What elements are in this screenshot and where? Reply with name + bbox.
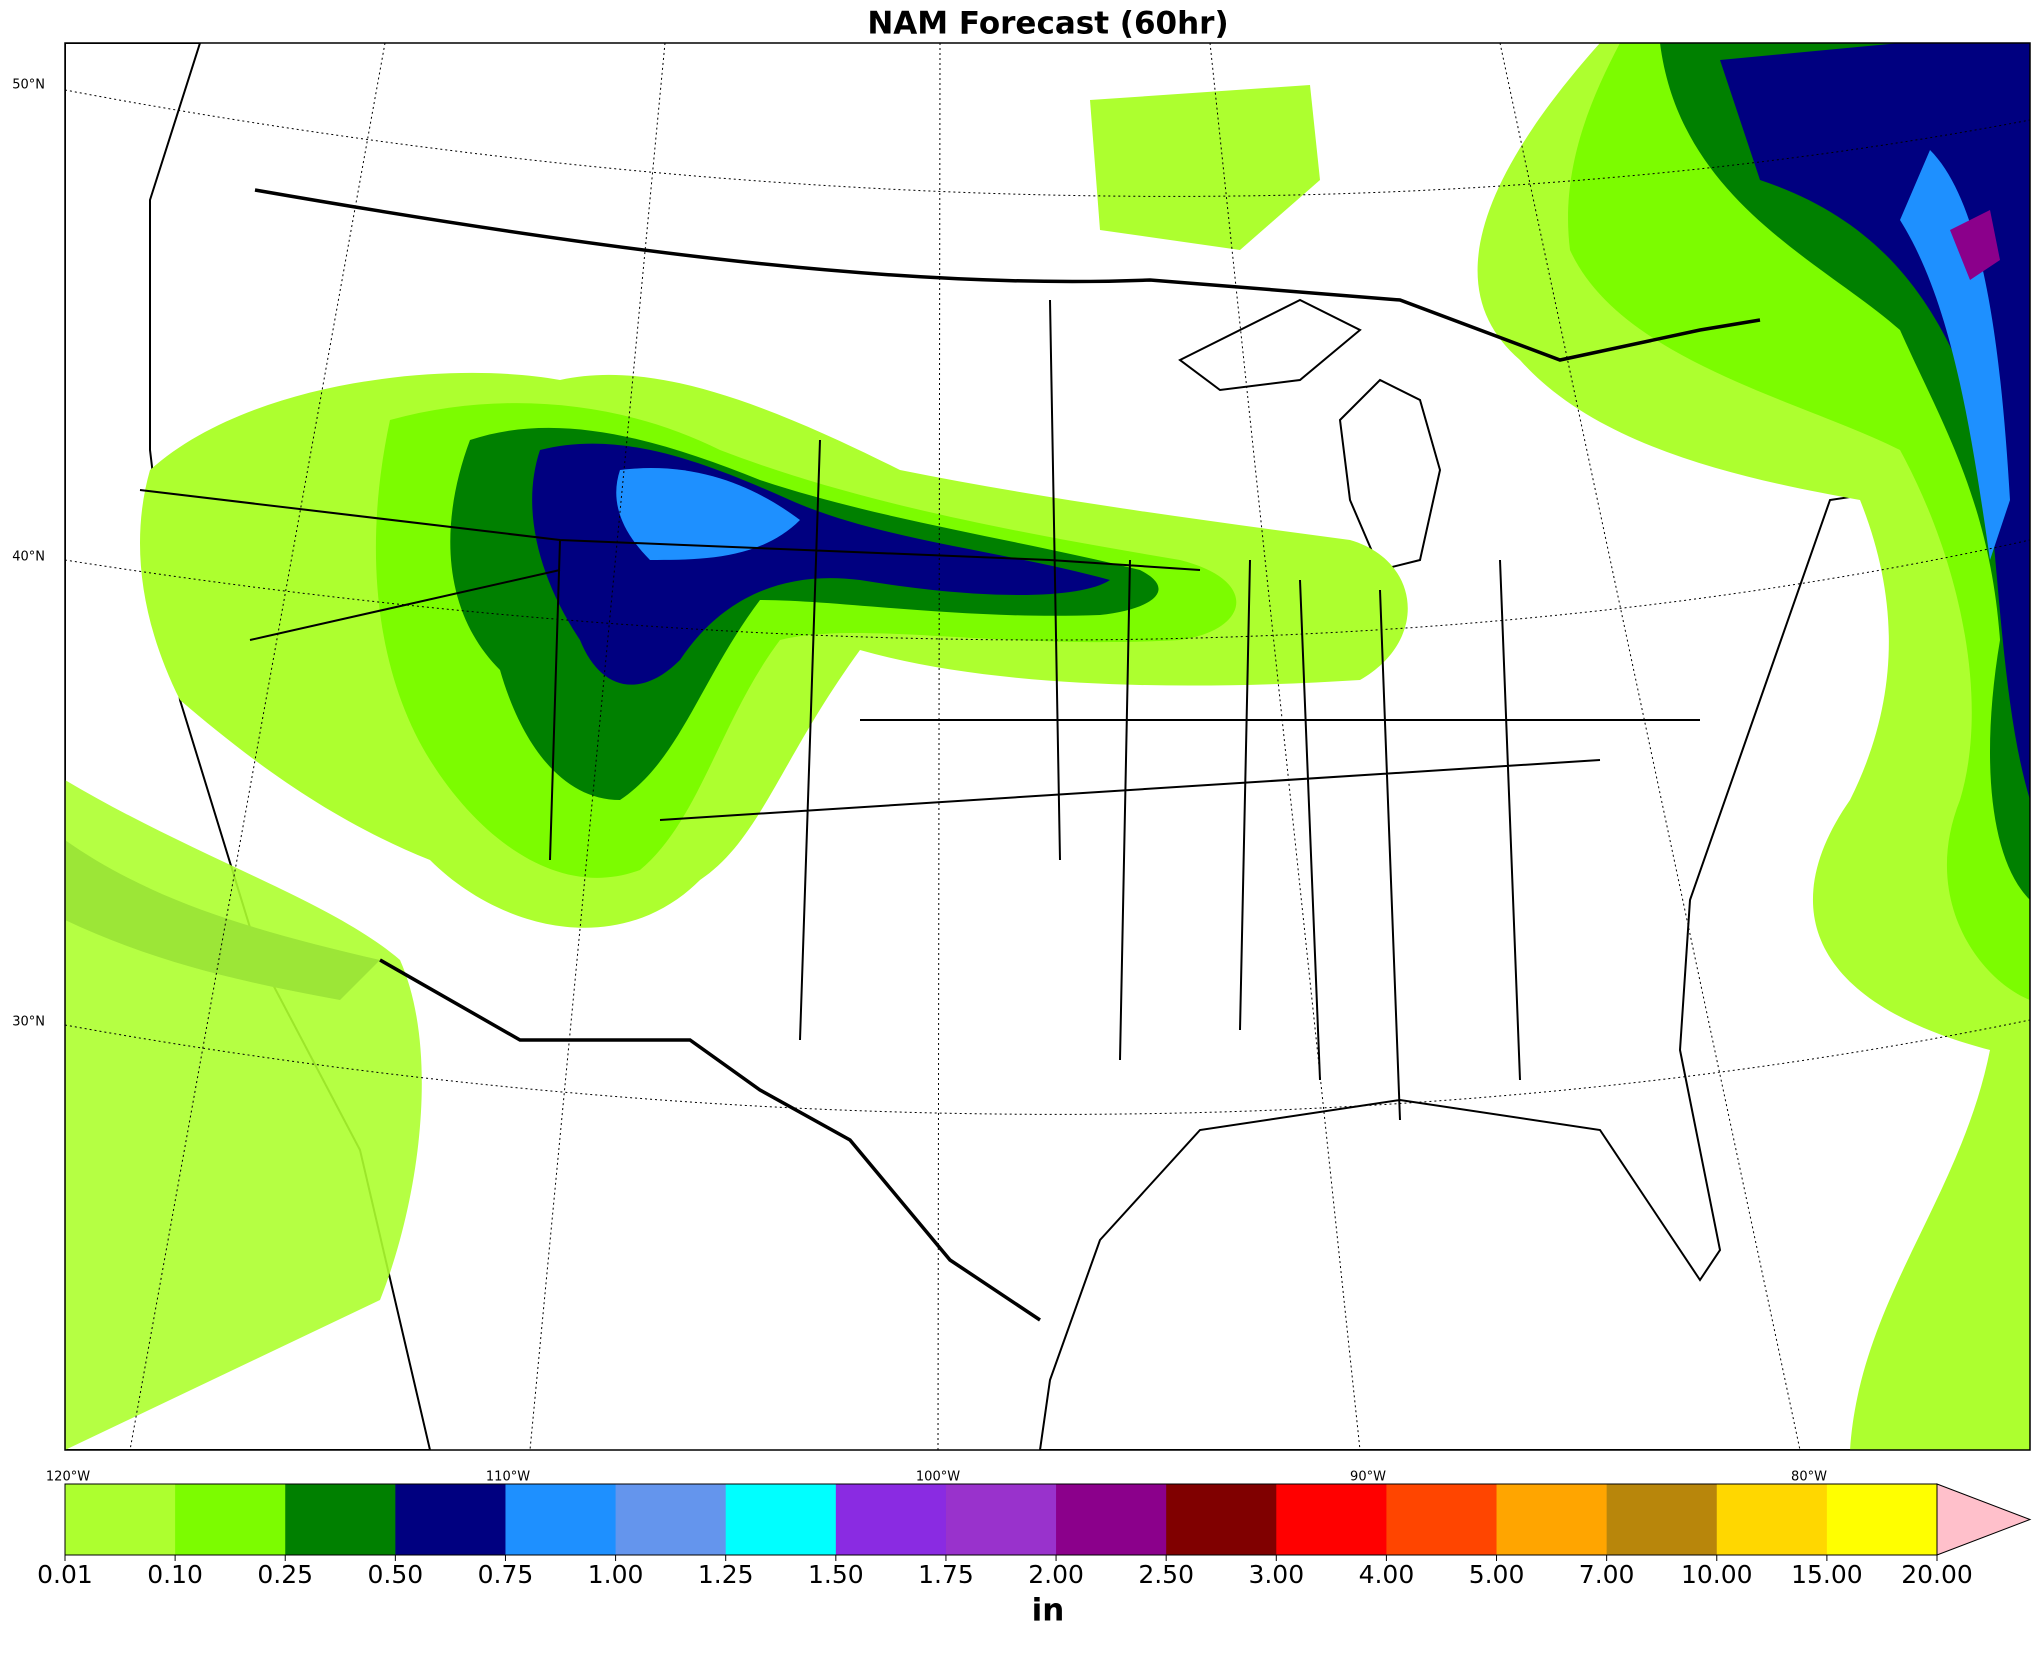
colorbar-tick-label: 1.00 xyxy=(588,1560,644,1589)
map-title: NAM Forecast (60hr) xyxy=(867,6,1228,42)
great-lakes xyxy=(1338,378,1442,572)
lat-label: 30°N xyxy=(12,1015,45,1030)
colorbar-segment xyxy=(1606,1484,1718,1555)
lon-label: 100°W xyxy=(916,1470,960,1485)
colorbar-tick-label: 0.75 xyxy=(478,1560,534,1589)
precip-east-max xyxy=(1950,210,2000,280)
colorbar-segment xyxy=(615,1484,727,1555)
colorbar-tick-label: 1.50 xyxy=(808,1560,864,1589)
precip-0.75 xyxy=(616,468,800,560)
colorbar-segment xyxy=(725,1484,837,1555)
lake-superior xyxy=(1178,298,1362,392)
colorbar-segment xyxy=(1386,1484,1498,1555)
colorbar-tick-label: 15.00 xyxy=(1791,1560,1863,1589)
colorbar-segment xyxy=(175,1484,286,1555)
colorbar-segment xyxy=(1496,1484,1608,1555)
colorbar-extend xyxy=(1936,1483,2032,1556)
colorbar-tick-label: 5.00 xyxy=(1469,1560,1525,1589)
colorbar-tick-label: 10.00 xyxy=(1681,1560,1753,1589)
lon-label: 110°W xyxy=(486,1470,530,1485)
map-frame xyxy=(64,42,2031,1451)
lon-label: 80°W xyxy=(1791,1470,1827,1485)
colorbar-tick-label: 7.00 xyxy=(1579,1560,1635,1589)
precip-east-0.75 xyxy=(1900,150,2010,560)
colorbar-tick-label: 1.75 xyxy=(918,1560,974,1589)
precip-pacific xyxy=(65,780,422,1450)
colorbar-segment xyxy=(835,1484,947,1555)
colorbar-tick-label: 0.01 xyxy=(37,1560,93,1589)
colorbar-segment xyxy=(945,1484,1057,1555)
colorbar-label: in xyxy=(1032,1593,1065,1629)
colorbar-tick-label: 4.00 xyxy=(1359,1560,1415,1589)
map xyxy=(65,43,2030,1450)
colorbar-tick-label: 1.25 xyxy=(698,1560,754,1589)
colorbar-frame xyxy=(64,1483,1938,1556)
colorbar-tick-label: 0.50 xyxy=(368,1560,424,1589)
lat-label: 50°N xyxy=(12,78,45,93)
colorbar-tick-label: 3.00 xyxy=(1248,1560,1304,1589)
colorbar-tick-label: 20.00 xyxy=(1901,1560,1973,1589)
meridians xyxy=(129,43,1801,1450)
colorbar-tick-label: 2.50 xyxy=(1138,1560,1194,1589)
parallels xyxy=(65,89,2030,1115)
colorbar-tick-label: 2.00 xyxy=(1028,1560,1084,1589)
colorbar-segment xyxy=(1826,1484,1938,1555)
mexico-border xyxy=(379,958,1041,1322)
colorbar-segment xyxy=(1056,1484,1167,1555)
canada-border xyxy=(254,188,1761,362)
lat-label: 40°N xyxy=(12,550,45,565)
state-lines xyxy=(139,299,1700,1121)
lon-label: 90°W xyxy=(1350,1470,1386,1485)
colorbar-tick-label: 0.25 xyxy=(257,1560,313,1589)
lon-label: 120°W xyxy=(46,1470,90,1485)
precip-canada xyxy=(1090,85,1320,250)
atlantic-gulf xyxy=(1038,468,2030,1450)
colorbar-tick-label: 0.10 xyxy=(147,1560,203,1589)
colorbar-segment xyxy=(65,1484,176,1555)
colorbar-segment xyxy=(285,1484,396,1555)
colorbar-segment xyxy=(1276,1484,1387,1555)
pacific-ocean xyxy=(65,43,432,1450)
colorbar-segment xyxy=(505,1484,617,1555)
colorbar-segment xyxy=(1716,1484,1828,1555)
colorbar-segment xyxy=(1166,1484,1277,1555)
colorbar-segment xyxy=(395,1484,506,1555)
